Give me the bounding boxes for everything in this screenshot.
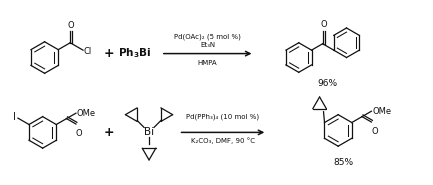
- Text: OMe: OMe: [372, 107, 391, 116]
- Text: O: O: [68, 21, 74, 30]
- Text: O: O: [371, 127, 378, 136]
- Text: $\mathbf{Ph_3Bi}$: $\mathbf{Ph_3Bi}$: [118, 47, 151, 60]
- Text: +: +: [103, 126, 114, 139]
- Text: Bi: Bi: [144, 127, 154, 137]
- Text: Et₃N: Et₃N: [200, 42, 215, 48]
- Text: 85%: 85%: [333, 158, 353, 167]
- Text: K₂CO₃, DMF, 90 °C: K₂CO₃, DMF, 90 °C: [191, 137, 255, 144]
- Text: Cl: Cl: [84, 47, 92, 56]
- Text: I: I: [13, 112, 16, 122]
- Text: Pd(PPh₃)₄ (10 mol %): Pd(PPh₃)₄ (10 mol %): [186, 113, 259, 120]
- Text: 96%: 96%: [317, 79, 338, 88]
- Text: Pd(OAc)₂ (5 mol %): Pd(OAc)₂ (5 mol %): [174, 33, 241, 40]
- Text: O: O: [320, 20, 327, 29]
- Text: +: +: [103, 47, 114, 60]
- Text: OMe: OMe: [77, 109, 96, 118]
- Text: HMPA: HMPA: [198, 60, 217, 65]
- Text: O: O: [76, 129, 82, 138]
